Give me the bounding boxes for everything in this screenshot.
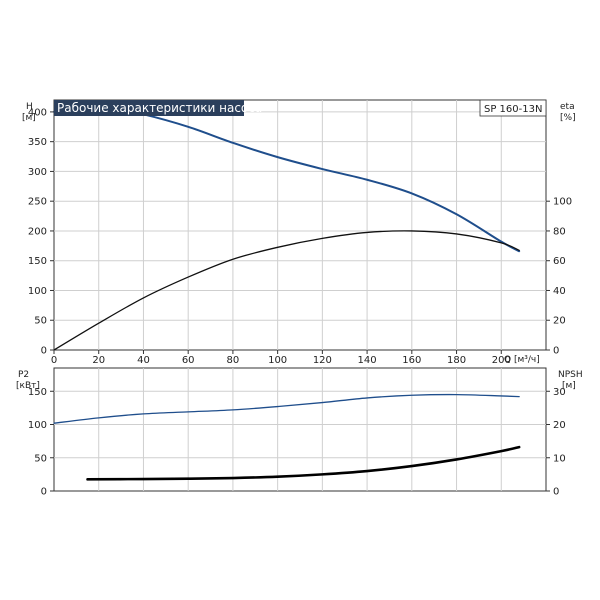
model-label: SP 160-13N — [484, 104, 542, 115]
power-axis-unit: [кВт] — [16, 381, 40, 391]
efficiency-curve — [53, 230, 520, 351]
flow-tick-label: 180 — [447, 355, 466, 366]
flow-axis-ticks: 0 20 40 60 80 100 120 140 160 180 200 — [51, 350, 511, 366]
power-tick-label: 150 — [28, 387, 47, 398]
head-axis-ticks: 0 50 100 150 200 250 300 350 400 — [28, 107, 54, 357]
npsh-axis-label: NPSH — [558, 370, 583, 380]
bottom-curves — [53, 393, 521, 481]
head-tick-label: 400 — [28, 107, 47, 118]
power-axis-ticks: 0 50 100 150 — [28, 387, 54, 498]
flow-tick-label: 100 — [268, 355, 287, 366]
head-efficiency-panel: Рабочие характеристики насоса SP 160-13N… — [22, 99, 576, 366]
eta-tick-label: 60 — [553, 256, 566, 267]
npsh-axis-ticks: 0 10 20 30 — [546, 387, 566, 498]
flow-tick-label: 0 — [51, 355, 57, 366]
head-tick-label: 150 — [28, 256, 47, 267]
npsh-tick-label: 20 — [553, 420, 566, 431]
eta-tick-label: 80 — [553, 226, 566, 237]
npsh-tick-label: 30 — [553, 387, 566, 398]
flow-tick-label: 60 — [182, 355, 195, 366]
flow-axis-label: Q [м³/ч] — [504, 355, 540, 365]
flow-tick-label: 140 — [358, 355, 377, 366]
eta-tick-label: 40 — [553, 286, 566, 297]
eta-tick-label: 0 — [553, 346, 559, 357]
head-tick-label: 50 — [34, 316, 47, 327]
npsh-axis-unit: [м] — [562, 381, 576, 391]
head-tick-label: 300 — [28, 167, 47, 178]
npsh-tick-label: 0 — [553, 487, 559, 498]
head-axis-label: H — [26, 102, 33, 112]
bottom-plot-frame — [53, 367, 547, 492]
eta-axis-label: eta — [560, 102, 575, 112]
bottom-grid — [54, 368, 546, 491]
flow-tick-label: 20 — [92, 355, 105, 366]
flow-tick-label: 160 — [402, 355, 421, 366]
head-tick-label: 100 — [28, 286, 47, 297]
power-curve — [53, 393, 520, 424]
flow-tick-label: 200 — [492, 355, 511, 366]
top-grid — [54, 100, 546, 350]
top-plot-frame — [53, 99, 547, 351]
chart-title: Рабочие характеристики насоса — [57, 101, 262, 115]
npsh-curve — [86, 445, 521, 481]
chart-title-box — [54, 100, 244, 116]
head-tick-label: 350 — [28, 137, 47, 148]
head-tick-label: 200 — [28, 226, 47, 237]
eta-axis-ticks: 0 20 40 60 80 100 — [546, 197, 572, 357]
power-npsh-panel: P2 [кВт] NPSH [м] 0 50 100 150 0 10 20 30 — [16, 367, 583, 498]
flow-tick-label: 80 — [227, 355, 240, 366]
eta-tick-label: 20 — [553, 316, 566, 327]
head-tick-label: 0 — [41, 346, 47, 357]
head-axis-unit: [м] — [22, 113, 36, 123]
model-label-box — [479, 99, 547, 117]
power-axis-label: P2 — [18, 370, 29, 380]
eta-tick-label: 100 — [553, 197, 572, 208]
power-tick-label: 50 — [34, 453, 47, 464]
npsh-tick-label: 10 — [553, 453, 566, 464]
eta-axis-unit: [%] — [560, 113, 576, 123]
head-tick-label: 250 — [28, 197, 47, 208]
power-tick-label: 100 — [28, 420, 47, 431]
power-tick-label: 0 — [41, 487, 47, 498]
flow-tick-label: 120 — [313, 355, 332, 366]
flow-tick-label: 40 — [137, 355, 150, 366]
